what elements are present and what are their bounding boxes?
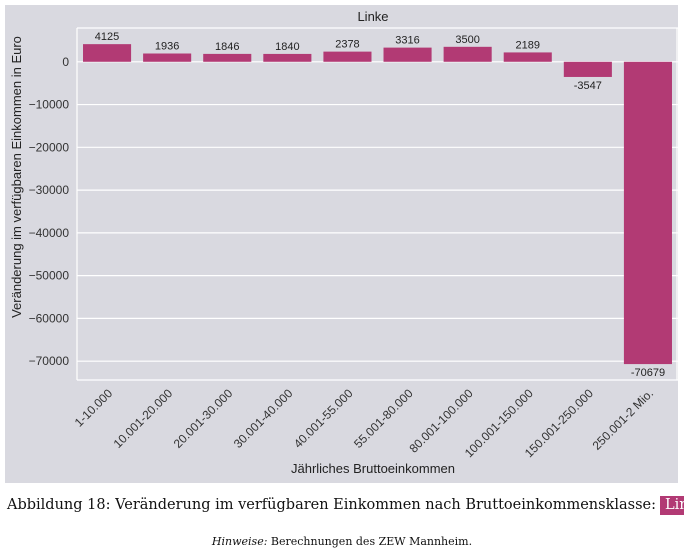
y-tick-label: 0 <box>62 55 69 69</box>
x-tick-label: 30.001-40.000 <box>231 386 296 451</box>
x-tick-label: 1-10.000 <box>72 386 116 430</box>
bar <box>503 52 552 62</box>
bar-value-label: 1936 <box>155 41 179 53</box>
bar-value-label: 2378 <box>335 39 359 51</box>
note-label: Hinweise: <box>211 535 268 548</box>
bar-value-label: 1840 <box>275 41 299 53</box>
x-tick-label: 250.001-2 Mio. <box>590 386 657 453</box>
bar-chart: 4125 1936 1846 1840 2378 3316 3500 2189 -3547 -70… <box>9 9 678 476</box>
y-tick-label: −70000 <box>29 354 70 368</box>
x-tick-label: 10.001-20.000 <box>111 386 176 451</box>
bar <box>443 46 492 62</box>
caption-text: Abbildung 18: Veränderung im verfügbaren… <box>7 497 656 513</box>
x-tick-label: 20.001-30.000 <box>171 386 236 451</box>
x-tick-label: 40.001-55.000 <box>291 386 356 451</box>
y-tick-label: −20000 <box>29 140 70 154</box>
chart-title: Linke <box>357 9 388 24</box>
bar <box>203 53 252 62</box>
x-tick-labels: 1-10.00010.001-20.00020.001-30.00030.001… <box>72 386 656 460</box>
note-text: Berechnungen des ZEW Mannheim. <box>267 535 473 548</box>
x-tick-label: 80.001-100.000 <box>406 386 476 456</box>
bar <box>323 51 372 62</box>
x-axis-title: Jährliches Bruttoeinkommen <box>291 461 455 476</box>
bar <box>623 61 672 365</box>
x-tick-label: 55.001-80.000 <box>351 386 416 451</box>
bar-value-label: -3547 <box>574 80 602 92</box>
grid-lines <box>76 27 678 381</box>
y-tick-label: −30000 <box>29 183 70 197</box>
y-tick-label: −10000 <box>29 98 70 112</box>
y-tick-label: −60000 <box>29 311 70 325</box>
caption-tag: Linke <box>660 496 684 515</box>
y-tick-labels: 0 −10000 −20000 −30000 −40000 −50000 −60000 −70… <box>29 55 70 368</box>
bar-value-label: 3316 <box>395 35 419 47</box>
bar <box>263 53 312 62</box>
bar-value-label: 3500 <box>455 34 479 46</box>
bars <box>83 44 672 365</box>
figure-caption: Abbildung 18: Veränderung im verfügbaren… <box>0 496 684 515</box>
data-labels: 4125 1936 1846 1840 2378 3316 3500 2189 -3547 -70… <box>95 31 665 379</box>
bar <box>383 47 432 62</box>
bar <box>83 44 132 62</box>
bar-value-label: 1846 <box>215 41 239 53</box>
bar-value-label: 2189 <box>516 39 540 51</box>
bar <box>143 53 192 62</box>
bar <box>563 61 612 77</box>
figure-note: Hinweise: Berechnungen des ZEW Mannheim. <box>0 535 684 548</box>
chart-figure: 4125 1936 1846 1840 2378 3316 3500 2189 -3547 -70… <box>5 5 678 483</box>
bar-value-label: -70679 <box>631 367 665 379</box>
y-tick-label: −50000 <box>29 269 70 283</box>
y-tick-label: −40000 <box>29 226 70 240</box>
bar-value-label: 4125 <box>95 31 119 43</box>
y-axis-title: Veränderung im verfügbaren Einkommen in … <box>9 36 24 318</box>
